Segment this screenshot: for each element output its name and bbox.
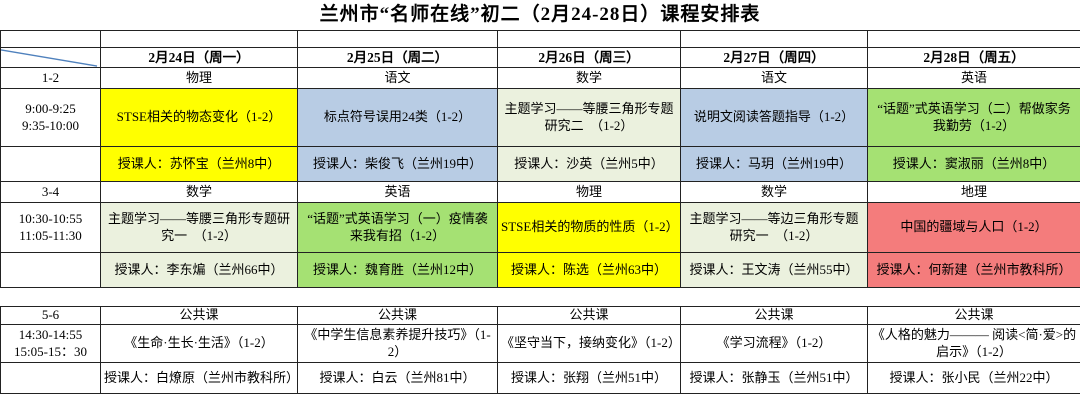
spacer-row-middle	[0, 287, 1080, 307]
subject-cell: 公共课	[867, 306, 1080, 325]
subject-cell: 数学	[100, 181, 298, 203]
teacher-cell: 授课人：张静玉（兰州51中）	[680, 362, 868, 394]
teacher-cell: 授课人：李东煸（兰州66中）	[100, 252, 298, 288]
empty-cell	[0, 146, 101, 182]
topic-cell: 《坚守当下，接纳变化》（1-2）	[497, 324, 681, 363]
subject-cell: 公共课	[297, 306, 498, 325]
teacher-cell: 授课人：王文涛（兰州55中）	[680, 252, 868, 288]
empty-cell	[0, 362, 101, 394]
date-header-cell: 2月25日（周二）	[297, 47, 498, 68]
spacer-row-top	[0, 30, 1080, 48]
time-line-2: 9:35-10:00	[21, 117, 80, 133]
teacher-cell: 授课人：苏怀宝（兰州8中）	[100, 146, 298, 182]
time-line-1: 10:30-10:55	[18, 210, 83, 226]
teacher-cell: 授课人：白云（兰州81中）	[297, 362, 498, 394]
subject-cell: 语文	[680, 67, 868, 89]
subject-cell: 公共课	[680, 306, 868, 325]
spacer-cell	[0, 30, 101, 48]
subject-row: 5-6 公共课 公共课 公共课 公共课 公共课	[0, 306, 1080, 325]
spacer-cell	[867, 30, 1080, 48]
date-header-cell: 2月24日（周一）	[100, 47, 298, 68]
topic-row: 9:00-9:25 9:35-10:00 STSE相关的物态变化（1-2） 标点…	[0, 88, 1080, 147]
teacher-cell: 授课人：张翔（兰州51中）	[497, 362, 681, 394]
spacer-cell	[0, 287, 1080, 307]
topic-cell: “话题”式英语学习（一）疫情袭来我有招（1-2）	[297, 202, 498, 253]
topic-cell: 《人格的魅力——— 阅读<简·爱>的启示》（1-2）	[867, 324, 1080, 363]
teacher-cell: 授课人：魏育胜（兰州12中）	[297, 252, 498, 288]
subject-cell: 物理	[100, 67, 298, 89]
page-title: 兰州市“名师在线”初二（2月24-28日）课程安排表	[319, 4, 761, 25]
date-header-row: 2月24日（周一） 2月25日（周二） 2月26日（周三） 2月27日（周四） …	[0, 47, 1080, 68]
subject-cell: 英语	[297, 181, 498, 203]
teacher-cell: 授课人：沙英（兰州5中）	[497, 146, 681, 182]
spacer-cell	[497, 30, 681, 48]
topic-cell: 中国的疆域与人口（1-2）	[867, 202, 1080, 253]
topic-cell: 主题学习——等腰三角形专题研究二 （1-2）	[497, 88, 681, 147]
time-line-2: 15:05-15：30	[14, 343, 87, 359]
topic-cell: 标点符号误用24类（1-2）	[297, 88, 498, 147]
teacher-row: 授课人：李东煸（兰州66中） 授课人：魏育胜（兰州12中） 授课人：陈选（兰州6…	[0, 252, 1080, 288]
teacher-cell: 授课人：窦淑丽（兰州8中）	[867, 146, 1080, 182]
subject-cell: 语文	[297, 67, 498, 89]
empty-cell	[0, 252, 101, 288]
subject-cell: 公共课	[100, 306, 298, 325]
teacher-cell: 授课人：陈选（兰州63中）	[497, 252, 681, 288]
date-header-cell: 2月28日（周五）	[867, 47, 1080, 68]
schedule-table: 2月24日（周一） 2月25日（周二） 2月26日（周三） 2月27日（周四） …	[0, 30, 1080, 394]
subject-cell: 地理	[867, 181, 1080, 203]
diagonal-corner-cell	[0, 47, 101, 68]
teacher-row: 授课人：白燎原（兰州市教科所） 授课人：白云（兰州81中） 授课人：张翔（兰州5…	[0, 362, 1080, 394]
diagonal-line-icon	[1, 49, 98, 67]
topic-cell: 说明文阅读答题指导（1-2）	[680, 88, 868, 147]
topic-cell: STSE相关的物质的性质（1-2）	[497, 202, 681, 253]
date-header-cell: 2月27日（周四）	[680, 47, 868, 68]
topic-cell: STSE相关的物态变化（1-2）	[100, 88, 298, 147]
teacher-cell: 授课人：白燎原（兰州市教科所）	[100, 362, 298, 394]
subject-cell: 数学	[680, 181, 868, 203]
spacer-cell	[680, 30, 868, 48]
teacher-cell: 授课人：何新建（兰州市教科所）	[867, 252, 1080, 288]
topic-cell: 《中学生信息素养提升技巧》（1-2）	[297, 324, 498, 363]
subject-cell: 英语	[867, 67, 1080, 89]
period-cell: 5-6	[0, 306, 101, 325]
time-line-1: 14:30-14:55	[18, 326, 83, 342]
time-cell: 14:30-14:55 15:05-15：30	[0, 324, 101, 363]
date-header-cell: 2月26日（周三）	[497, 47, 681, 68]
spacer-cell	[100, 30, 298, 48]
subject-cell: 公共课	[497, 306, 681, 325]
period-cell: 1-2	[0, 67, 101, 89]
topic-cell: 《学习流程》（1-2）	[680, 324, 868, 363]
time-line-2: 11:05-11:30	[19, 227, 82, 243]
time-line-1: 9:00-9:25	[25, 100, 76, 116]
topic-row: 10:30-10:55 11:05-11:30 主题学习——等腰三角形专题研究一…	[0, 202, 1080, 253]
teacher-row: 授课人：苏怀宝（兰州8中） 授课人：柴俊飞（兰州19中） 授课人：沙英（兰州5中…	[0, 146, 1080, 182]
time-cell: 10:30-10:55 11:05-11:30	[0, 202, 101, 253]
subject-row: 1-2 物理 语文 数学 语文 英语	[0, 67, 1080, 89]
teacher-cell: 授课人：马玥（兰州19中）	[680, 146, 868, 182]
subject-cell: 物理	[497, 181, 681, 203]
teacher-cell: 授课人：张小民（兰州22中）	[867, 362, 1080, 394]
subject-row: 3-4 数学 英语 物理 数学 地理	[0, 181, 1080, 203]
topic-cell: 主题学习——等腰三角形专题研究一 （1-2）	[100, 202, 298, 253]
topic-row: 14:30-14:55 15:05-15：30 《生命·生长·生活》（1-2） …	[0, 324, 1080, 363]
time-cell: 9:00-9:25 9:35-10:00	[0, 88, 101, 147]
teacher-cell: 授课人：柴俊飞（兰州19中）	[297, 146, 498, 182]
spacer-cell	[297, 30, 498, 48]
subject-cell: 数学	[497, 67, 681, 89]
topic-cell: 《生命·生长·生活》（1-2）	[100, 324, 298, 363]
period-cell: 3-4	[0, 181, 101, 203]
topic-cell: “话题”式英语学习（二）帮做家务我勤劳（1-2）	[867, 88, 1080, 147]
topic-cell: 主题学习——等边三角形专题研究一 （1-2）	[680, 202, 868, 253]
